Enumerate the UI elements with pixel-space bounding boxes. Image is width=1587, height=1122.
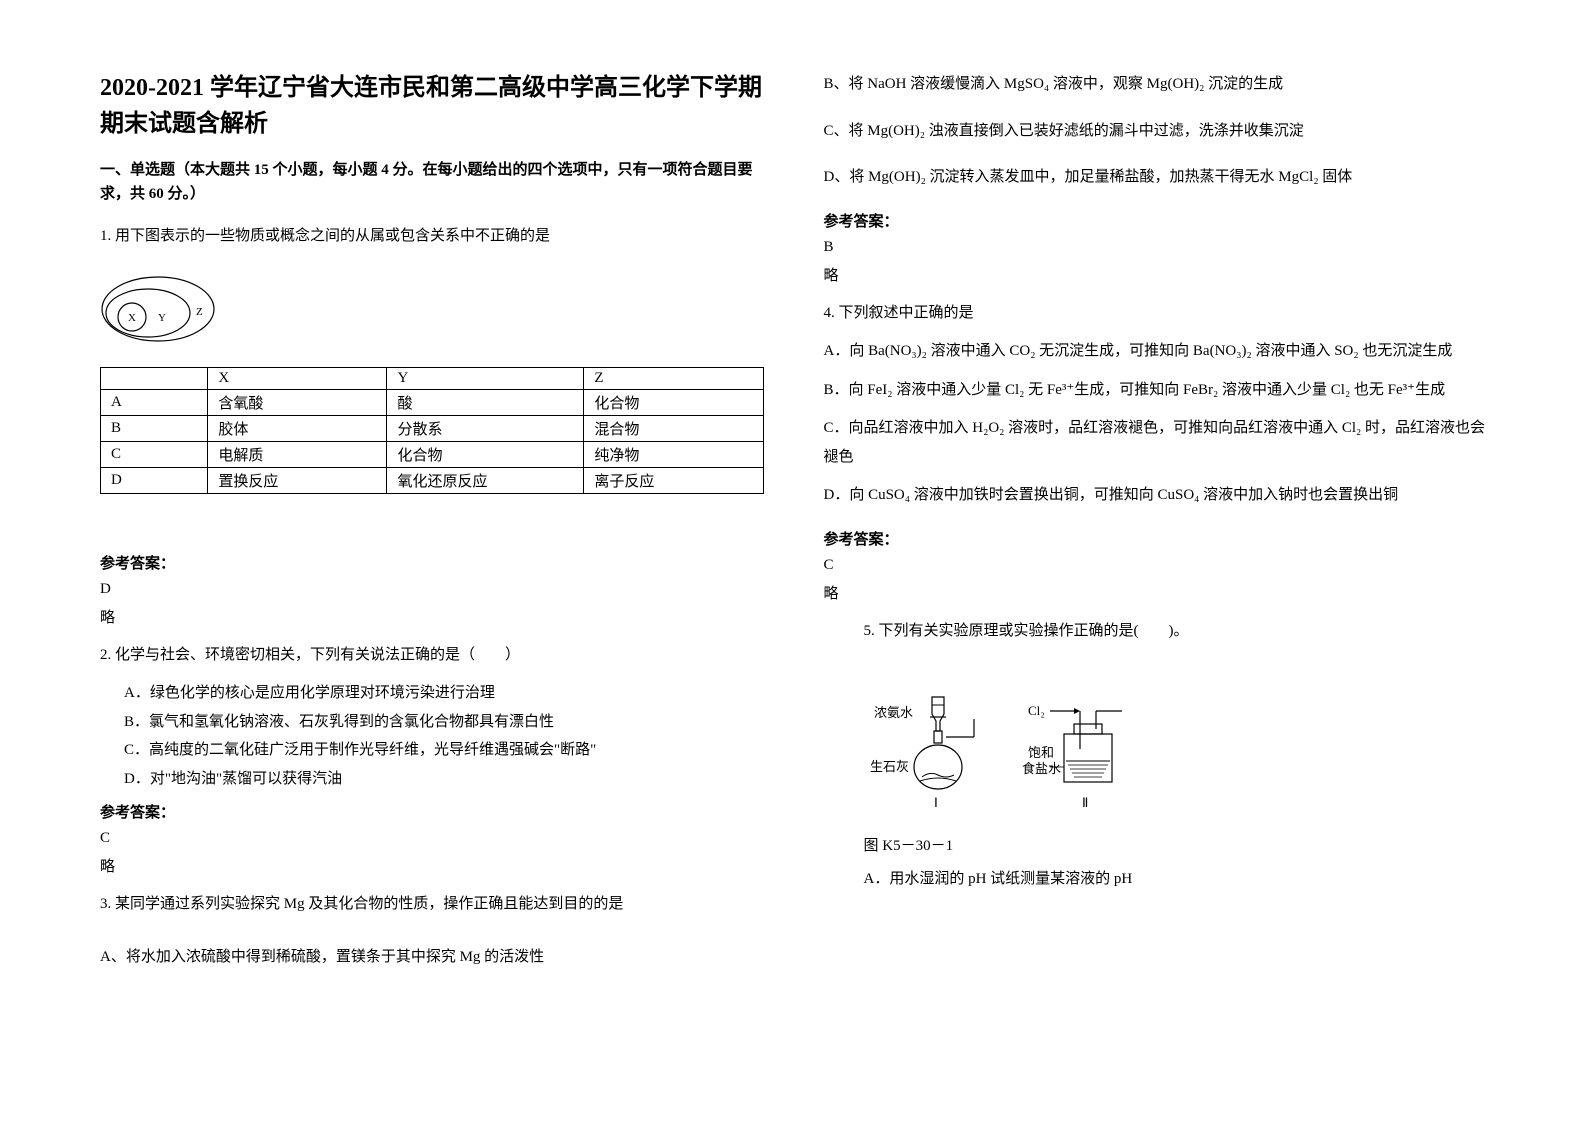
left-bottom-label: 生石灰	[870, 759, 909, 774]
q3-option-d: D、将 Mg(OH)₂ 沉淀转入蒸发皿中，加足量稀盐酸，加热蒸干得无水 MgCl…	[824, 163, 1488, 192]
table-header-row: X Y Z	[101, 367, 764, 389]
q3-number: 3.	[100, 896, 111, 912]
q1-answer: D	[100, 581, 764, 598]
q1-number: 1.	[100, 228, 111, 244]
q4-option-a: A．向 Ba(NO₃)₂ 溶液中通入 CO₂ 无沉淀生成，可推知向 Ba(NO₃…	[824, 337, 1488, 366]
q2-text: 2. 化学与社会、环境密切相关，下列有关说法正确的是（ ）	[100, 641, 764, 670]
experiment-diagram: 浓氨水 生石灰 Ⅰ Cl₂	[864, 679, 1488, 824]
venn-y-label: Y	[158, 312, 166, 324]
right-column: B、将 NaOH 溶液缓慢滴入 MgSO₄ 溶液中，观察 Mg(OH)₂ 沉淀的…	[824, 70, 1488, 1062]
q2-option-b: B．氯气和氢氧化钠溶液、石灰乳得到的含氯化合物都具有漂白性	[124, 708, 764, 737]
q5-text: 5. 下列有关实验原理或实验操作正确的是( )。	[864, 617, 1488, 646]
q4-body: 下列叙述中正确的是	[839, 305, 974, 321]
table-cell: B	[101, 415, 208, 441]
q2-option-d: D．对"地沟油"蒸馏可以获得汽油	[124, 765, 764, 794]
table-cell: 化合物	[584, 389, 763, 415]
q3-answer-label: 参考答案：	[824, 210, 1488, 231]
q3-option-a: A、将水加入浓硫酸中得到稀硫酸，置镁条于其中探究 Mg 的活泼性	[100, 943, 764, 972]
table-cell: 离子反应	[584, 467, 763, 493]
q4-option-d: D．向 CuSO₄ 溶液中加铁时会置换出铜，可推知向 CuSO₄ 溶液中加入钠时…	[824, 481, 1488, 510]
figure-label: 图 K5－30－1	[864, 834, 1488, 855]
right-mid-label: 饱和	[1028, 745, 1054, 760]
q2-answer: C	[100, 830, 764, 847]
q2-body: 化学与社会、环境密切相关，下列有关说法正确的是（ ）	[115, 647, 520, 663]
table-header-x: X	[208, 367, 387, 389]
table-cell: 混合物	[584, 415, 763, 441]
table-cell: 化合物	[387, 441, 584, 467]
q3-option-b: B、将 NaOH 溶液缓慢滴入 MgSO₄ 溶液中，观察 Mg(OH)₂ 沉淀的…	[824, 70, 1488, 99]
q3-text: 3. 某同学通过系列实验探究 Mg 及其化合物的性质，操作正确且能达到目的的是	[100, 890, 764, 919]
venn-svg: X Y Z	[100, 271, 250, 346]
table-row: B 胶体 分散系 混合物	[101, 415, 764, 441]
q4-omit: 略	[824, 582, 1488, 603]
experiment-svg: 浓氨水 生石灰 Ⅰ Cl₂	[864, 679, 1144, 819]
left-top-label: 浓氨水	[874, 705, 913, 720]
left-column: 2020-2021 学年辽宁省大连市民和第二高级中学高三化学下学期期末试题含解析…	[100, 70, 764, 1062]
right-top-label: Cl₂	[1028, 703, 1045, 718]
q4-option-b: B．向 FeI₂ 溶液中通入少量 Cl₂ 无 Fe³⁺生成，可推知向 FeBr₂…	[824, 376, 1488, 405]
table-cell: 胶体	[208, 415, 387, 441]
q2-option-c: C．高纯度的二氧化硅广泛用于制作光导纤维，光导纤维遇强碱会"断路"	[124, 736, 764, 765]
right-roman: Ⅱ	[1082, 795, 1088, 810]
table-cell: D	[101, 467, 208, 493]
q5-option-a: A．用水湿润的 pH 试纸测量某溶液的 pH	[864, 865, 1488, 894]
q2-option-a: A．绿色化学的核心是应用化学原理对环境污染进行治理	[124, 679, 764, 708]
table-cell: 氧化还原反应	[387, 467, 584, 493]
q4-number: 4.	[824, 305, 835, 321]
q3-option-c: C、将 Mg(OH)₂ 浊液直接倒入已装好滤纸的漏斗中过滤，洗涤并收集沉淀	[824, 117, 1488, 146]
q4-text: 4. 下列叙述中正确的是	[824, 299, 1488, 328]
venn-x-label: X	[128, 312, 136, 324]
table-row: C 电解质 化合物 纯净物	[101, 441, 764, 467]
table-row: D 置换反应 氧化还原反应 离子反应	[101, 467, 764, 493]
table-cell: 酸	[387, 389, 584, 415]
q2-omit: 略	[100, 855, 764, 876]
venn-diagram: X Y Z	[100, 271, 764, 351]
q1-omit: 略	[100, 606, 764, 627]
q1-text: 1. 用下图表示的一些物质或概念之间的从属或包含关系中不正确的是	[100, 222, 764, 251]
q1-answer-label: 参考答案：	[100, 552, 764, 573]
table-header-y: Y	[387, 367, 584, 389]
q3-omit: 略	[824, 264, 1488, 285]
q4-answer-label: 参考答案：	[824, 528, 1488, 549]
table-header-blank	[101, 367, 208, 389]
q1-body: 用下图表示的一些物质或概念之间的从属或包含关系中不正确的是	[115, 228, 550, 244]
q2-answer-label: 参考答案：	[100, 801, 764, 822]
q4-option-c: C．向品红溶液中加入 H₂O₂ 溶液时，品红溶液褪色，可推知向品红溶液中通入 C…	[824, 414, 1488, 471]
document-title: 2020-2021 学年辽宁省大连市民和第二高级中学高三化学下学期期末试题含解析	[100, 70, 764, 142]
table-row: A 含氧酸 酸 化合物	[101, 389, 764, 415]
table-cell: A	[101, 389, 208, 415]
venn-z-label: Z	[196, 306, 203, 318]
section-instruction: 一、单选题（本大题共 15 个小题，每小题 4 分。在每小题给出的四个选项中，只…	[100, 158, 764, 206]
table-cell: 分散系	[387, 415, 584, 441]
q3-answer: B	[824, 239, 1488, 256]
right-bottom-label: 食盐水	[1022, 761, 1061, 776]
q2-number: 2.	[100, 647, 111, 663]
q3-body: 某同学通过系列实验探究 Mg 及其化合物的性质，操作正确且能达到目的的是	[115, 896, 623, 912]
q4-answer: C	[824, 557, 1488, 574]
table-header-z: Z	[584, 367, 763, 389]
table-cell: 置换反应	[208, 467, 387, 493]
q5-number: 5.	[864, 623, 875, 639]
table-cell: 纯净物	[584, 441, 763, 467]
q5-body: 下列有关实验原理或实验操作正确的是( )。	[879, 623, 1189, 639]
table-cell: 含氧酸	[208, 389, 387, 415]
table-cell: C	[101, 441, 208, 467]
left-roman: Ⅰ	[934, 795, 938, 810]
table-cell: 电解质	[208, 441, 387, 467]
q1-table: X Y Z A 含氧酸 酸 化合物 B 胶体 分散系 混合物 C 电解质 化合物…	[100, 367, 764, 494]
